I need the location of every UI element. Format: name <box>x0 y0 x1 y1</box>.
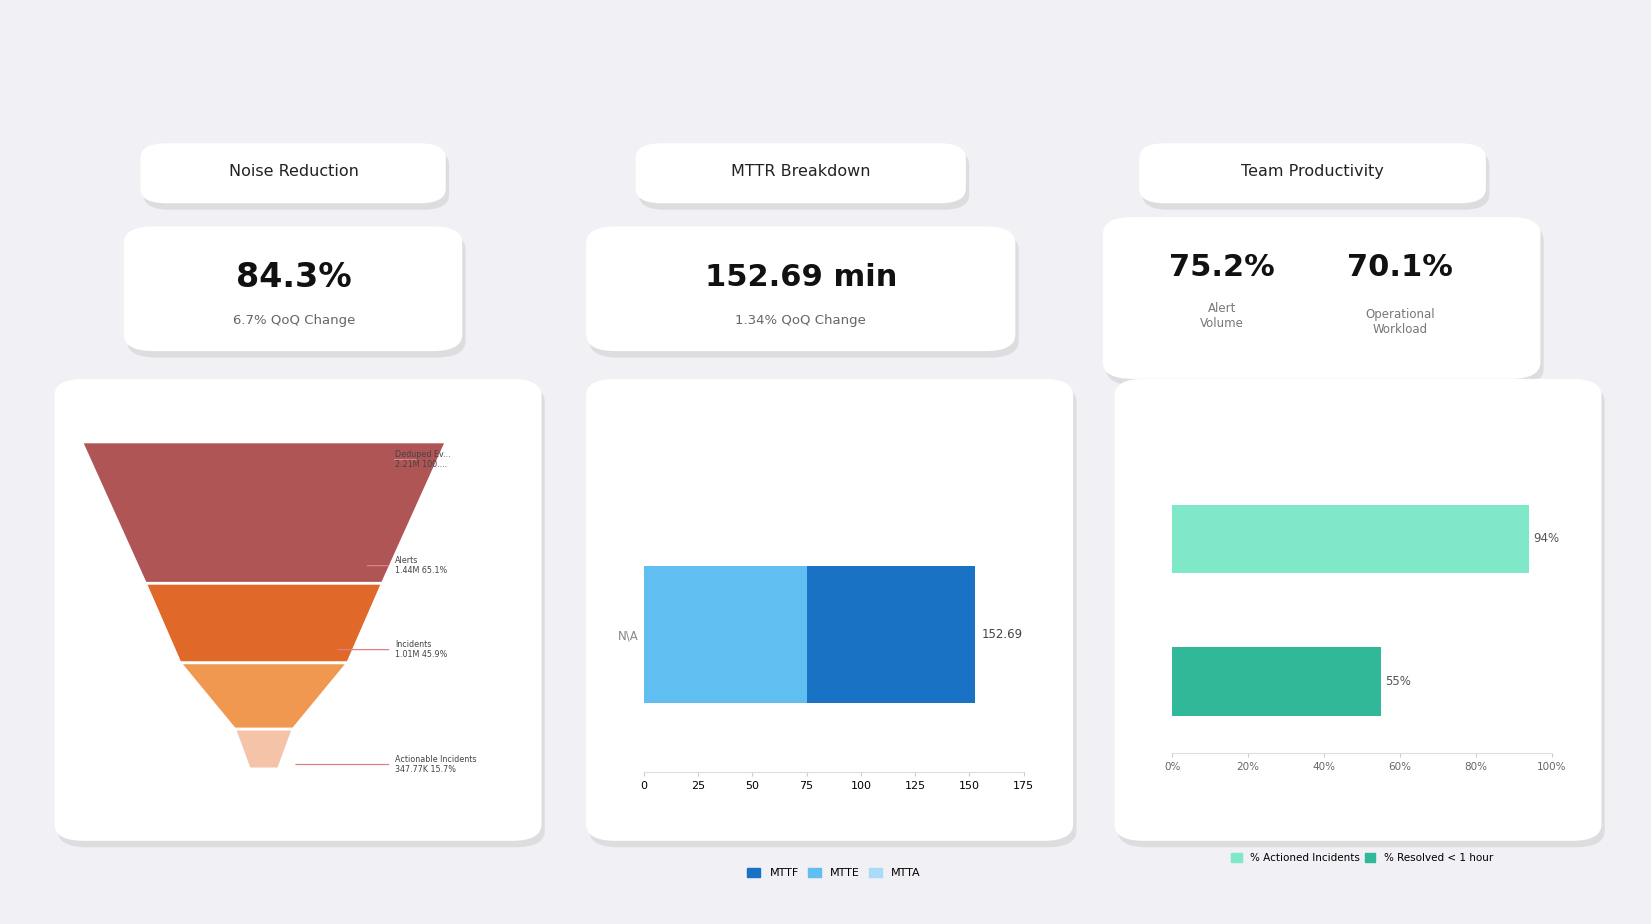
FancyBboxPatch shape <box>589 233 1019 358</box>
Bar <box>807 566 976 703</box>
FancyBboxPatch shape <box>124 226 462 351</box>
FancyBboxPatch shape <box>636 143 966 203</box>
FancyBboxPatch shape <box>1103 217 1540 379</box>
FancyBboxPatch shape <box>144 150 449 210</box>
Bar <box>1172 648 1380 716</box>
Text: 75.2%: 75.2% <box>1169 253 1275 283</box>
FancyBboxPatch shape <box>140 143 446 203</box>
FancyBboxPatch shape <box>1106 224 1544 385</box>
FancyBboxPatch shape <box>1114 379 1601 841</box>
Text: Actionable Incidents
347.77K 15.7%: Actionable Incidents 347.77K 15.7% <box>395 755 477 774</box>
Text: 6.7% QoQ Change: 6.7% QoQ Change <box>233 314 355 327</box>
Polygon shape <box>180 663 348 729</box>
Polygon shape <box>81 442 446 583</box>
Text: 94%: 94% <box>1532 532 1559 545</box>
Polygon shape <box>145 583 383 663</box>
Bar <box>644 566 807 703</box>
FancyBboxPatch shape <box>589 385 1076 847</box>
FancyBboxPatch shape <box>1142 150 1489 210</box>
FancyBboxPatch shape <box>54 379 542 841</box>
FancyBboxPatch shape <box>1139 143 1486 203</box>
FancyBboxPatch shape <box>639 150 969 210</box>
Text: Incidents
1.01M 45.9%: Incidents 1.01M 45.9% <box>395 640 447 660</box>
Text: 55%: 55% <box>1385 675 1410 688</box>
FancyBboxPatch shape <box>586 226 1015 351</box>
Text: Operational
Workload: Operational Workload <box>1365 308 1435 335</box>
Legend: % Actioned Incidents, % Resolved < 1 hour: % Actioned Incidents, % Resolved < 1 hou… <box>1227 849 1497 868</box>
Legend: MTTF, MTTE, MTTA: MTTF, MTTE, MTTA <box>743 863 925 882</box>
Text: Team Productivity: Team Productivity <box>1242 164 1384 179</box>
Text: Deduped Ev...
2.21M 100....: Deduped Ev... 2.21M 100.... <box>395 450 451 469</box>
Text: Alert
Volume: Alert Volume <box>1200 302 1243 330</box>
Text: Noise Reduction: Noise Reduction <box>229 164 358 179</box>
Text: 1.34% QoQ Change: 1.34% QoQ Change <box>735 314 867 327</box>
FancyBboxPatch shape <box>58 385 545 847</box>
Text: 152.69 min: 152.69 min <box>705 262 896 292</box>
FancyBboxPatch shape <box>1118 385 1605 847</box>
Text: 84.3%: 84.3% <box>236 261 352 294</box>
Text: Alerts
1.44M 65.1%: Alerts 1.44M 65.1% <box>395 556 447 576</box>
Text: MTTR Breakdown: MTTR Breakdown <box>731 164 870 179</box>
FancyBboxPatch shape <box>586 379 1073 841</box>
Bar <box>1172 505 1529 573</box>
Text: 70.1%: 70.1% <box>1347 253 1453 283</box>
Polygon shape <box>234 729 292 769</box>
FancyBboxPatch shape <box>127 233 466 358</box>
Text: 152.69: 152.69 <box>982 628 1024 641</box>
